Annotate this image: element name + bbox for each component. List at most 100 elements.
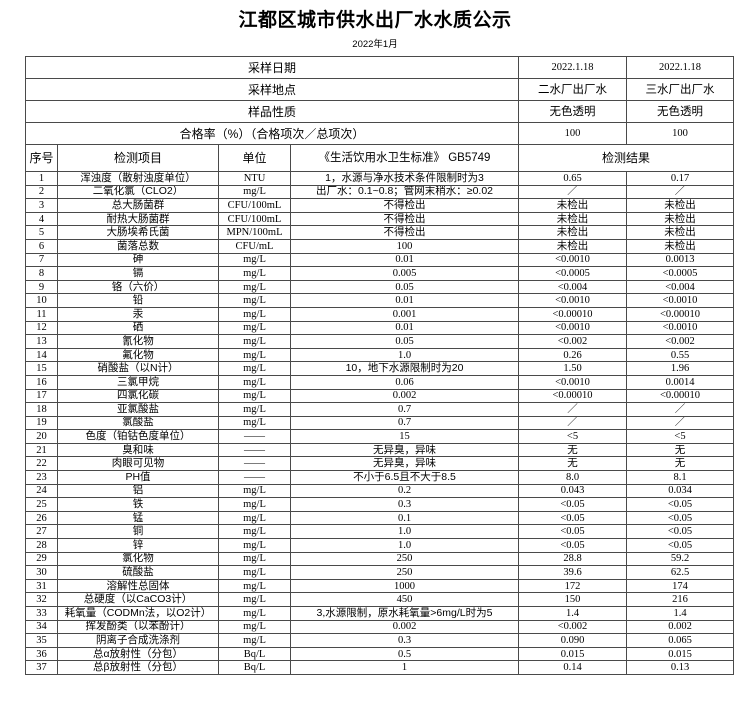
cell-result-plant2: 1.4 <box>518 606 628 621</box>
table-row: 18 亚氯酸盐 mg/L 0.7 ／／ <box>25 402 735 417</box>
cell-result-plant3: <0.00010 <box>626 388 735 404</box>
cell-result-plant2: <0.0010 <box>518 320 628 336</box>
cell-standard-limit: 15 <box>289 429 520 444</box>
cell-result-plant2: <0.05 <box>518 538 628 553</box>
cell-standard-limit: 0.05 <box>289 279 520 295</box>
cell-standard-limit: 0.01 <box>289 293 520 308</box>
cell-standard-limit: 1 <box>289 660 520 675</box>
cell-index: 8 <box>25 266 58 281</box>
table-row: 32 总硬度（以CaCO3计） mg/L 450 150 216 <box>25 592 735 607</box>
cell-unit: CFU/100mL <box>218 211 291 227</box>
cell-result-plant3: ／ <box>626 184 735 200</box>
table-row: 30 硫酸盐 mg/L 250 39.6 62.5 <box>25 565 735 580</box>
cell-unit: —— <box>218 429 291 444</box>
table-row: 4 耐热大肠菌群 CFU/100mL 不得检出 未检出 未检出 <box>25 211 735 227</box>
meta-value-plant2: 100 <box>518 122 628 145</box>
cell-index: 27 <box>25 524 58 540</box>
cell-index: 37 <box>25 660 58 675</box>
cell-unit: mg/L <box>218 606 291 621</box>
cell-result-plant3: 1.96 <box>626 361 735 376</box>
table-row: 6 菌落总数 CFU/mL 100 未检出 未检出 <box>25 238 735 254</box>
table-row: 34 挥发酚类（以苯酚计） mg/L 0.002 <0.002 0.002 <box>25 619 735 635</box>
cell-result-plant2: <0.05 <box>518 510 628 526</box>
cell-standard-limit: 0.3 <box>289 633 520 648</box>
column-header-no: 序号 <box>25 144 58 172</box>
cell-index: 25 <box>25 497 58 512</box>
table-row: 13 氰化物 mg/L 0.05 <0.002 <0.002 <box>25 334 735 349</box>
cell-result-plant3: 8.1 <box>626 470 735 485</box>
cell-result-plant3: 未检出 <box>626 225 735 240</box>
cell-result-plant3: 0.002 <box>626 619 735 635</box>
cell-index: 36 <box>25 646 58 662</box>
cell-standard-limit: 0.002 <box>289 388 520 404</box>
cell-item-name: 总大肠菌群 <box>57 198 219 213</box>
cell-result-plant2: 0.043 <box>518 483 628 499</box>
cell-result-plant3: <0.0010 <box>626 293 735 308</box>
cell-result-plant2: 未检出 <box>518 198 628 213</box>
cell-unit: mg/L <box>218 415 291 431</box>
cell-item-name: 四氯化碳 <box>57 388 219 404</box>
cell-item-name: 氯化物 <box>57 551 219 567</box>
cell-result-plant3: 0.015 <box>626 646 735 662</box>
cell-unit: mg/L <box>218 334 291 349</box>
cell-result-plant3: ／ <box>626 415 735 431</box>
table-row: 9 铬（六价） mg/L 0.05 <0.004 <0.004 <box>25 279 735 295</box>
cell-standard-limit: 0.7 <box>289 402 520 417</box>
cell-index: 18 <box>25 402 58 417</box>
cell-unit: mg/L <box>218 279 291 295</box>
cell-standard-limit: 0.2 <box>289 483 520 499</box>
meta-value-plant3: 无色透明 <box>626 100 735 123</box>
meta-value-plant2: 2022.1.18 <box>518 56 628 79</box>
table-row: 25 铁 mg/L 0.3 <0.05 <0.05 <box>25 497 735 512</box>
table-row: 37 总β放射性（分包） Bq/L 1 0.14 0.13 <box>25 660 735 675</box>
table-row: 31 溶解性总固体 mg/L 1000 172 174 <box>25 578 735 594</box>
cell-item-name: 总β放射性（分包） <box>57 660 219 675</box>
cell-item-name: 氟化物 <box>57 347 219 363</box>
cell-unit: mg/L <box>218 497 291 512</box>
cell-result-plant2: 0.65 <box>518 171 628 186</box>
cell-result-plant2: <0.00010 <box>518 388 628 404</box>
cell-result-plant2: <0.002 <box>518 334 628 349</box>
cell-index: 6 <box>25 238 58 254</box>
cell-index: 22 <box>25 456 58 472</box>
table-row: 16 三氯甲烷 mg/L 0.06 <0.0010 0.0014 <box>25 374 735 390</box>
cell-unit: Bq/L <box>218 660 291 675</box>
cell-result-plant3: <0.05 <box>626 538 735 553</box>
cell-standard-limit: 1.0 <box>289 538 520 553</box>
table-row: 15 硝酸盐（以N计） mg/L 10，地下水源限制时为20 1.50 1.96 <box>25 361 735 376</box>
cell-unit: mg/L <box>218 483 291 499</box>
cell-standard-limit: 0.05 <box>289 334 520 349</box>
cell-result-plant3: 0.55 <box>626 347 735 363</box>
cell-unit: mg/L <box>218 619 291 635</box>
table-row: 35 阴离子合成洗涤剂 mg/L 0.3 0.090 0.065 <box>25 633 735 648</box>
table-row: 19 氯酸盐 mg/L 0.7 ／／ <box>25 415 735 431</box>
cell-unit: mg/L <box>218 361 291 376</box>
cell-unit: mg/L <box>218 320 291 336</box>
cell-index: 3 <box>25 198 58 213</box>
cell-index: 28 <box>25 538 58 553</box>
cell-standard-limit: 0.002 <box>289 619 520 635</box>
table-row: 33 耗氧量（CODMn法，以O2计） mg/L 3,水源限制，原水耗氧量>6mg/L… <box>25 606 735 621</box>
column-header-row: 序号 检测项目 单位 《生活饮用水卫生标准》 GB5749 检测结果 <box>25 144 735 172</box>
meta-row: 样品性质 无色透明 无色透明 <box>24 100 735 123</box>
cell-result-plant2: <0.05 <box>518 524 628 540</box>
meta-row: 采样日期 2022.1.18 2022.1.18 <box>24 56 735 79</box>
cell-unit: mg/L <box>218 633 291 648</box>
cell-standard-limit: 250 <box>289 565 520 580</box>
cell-index: 32 <box>25 592 58 607</box>
cell-item-name: 总α放射性（分包） <box>57 646 219 662</box>
cell-item-name: 大肠埃希氏菌 <box>57 225 219 240</box>
column-header-item: 检测项目 <box>57 144 219 172</box>
cell-result-plant3: 0.034 <box>626 483 735 499</box>
cell-item-name: 硝酸盐（以N计） <box>57 361 219 376</box>
cell-index: 16 <box>25 374 58 390</box>
meta-label: 样品性质 <box>24 100 520 123</box>
cell-unit: CFU/mL <box>218 238 291 254</box>
cell-result-plant2: 0.14 <box>518 660 628 675</box>
meta-value-plant3: 三水厂出厂水 <box>626 78 735 101</box>
cell-result-plant2: 1.50 <box>518 361 628 376</box>
table-row: 22 肉眼可见物 —— 无异臭，异味无无 <box>25 456 735 472</box>
cell-unit: Bq/L <box>218 646 291 662</box>
table-row: 14 氟化物 mg/L 1.0 0.26 0.55 <box>25 347 735 363</box>
